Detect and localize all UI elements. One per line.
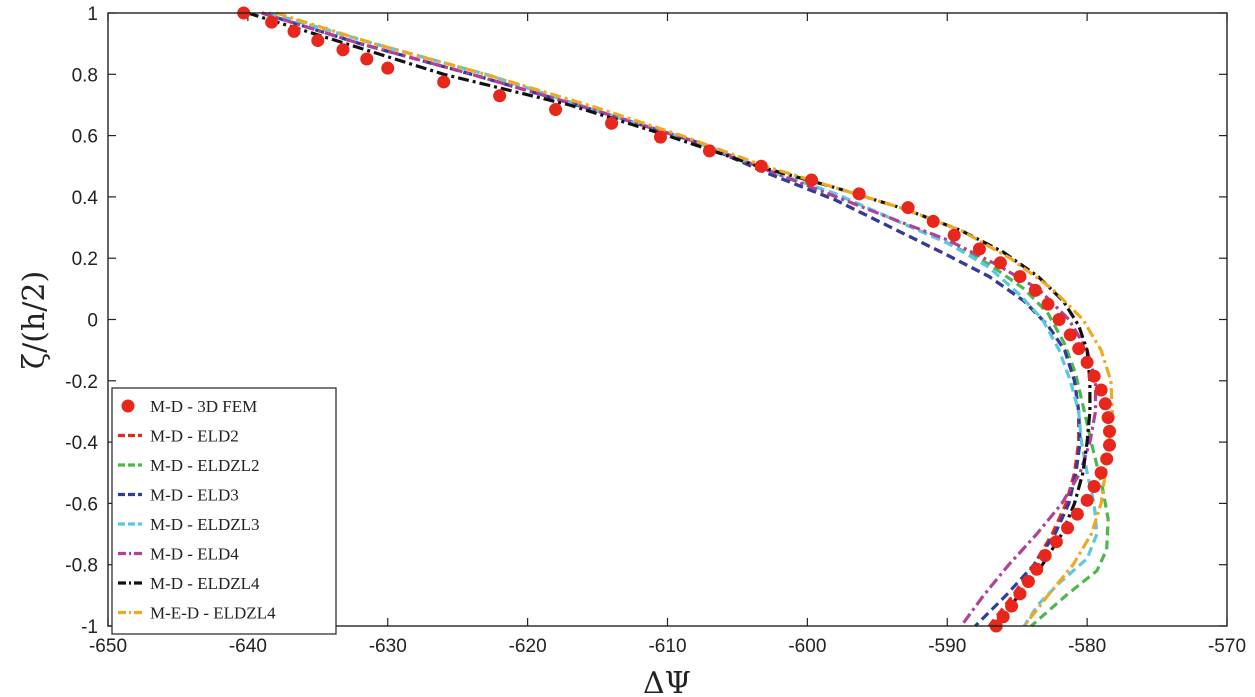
x-tick-label: -630 xyxy=(369,636,407,657)
x-axis-title: ΔΨ xyxy=(643,666,691,697)
x-tick-label: -610 xyxy=(648,636,686,657)
data-point xyxy=(311,34,325,48)
y-axis-title: ζ/(h/2) xyxy=(17,271,52,369)
data-point xyxy=(926,214,940,228)
data-point xyxy=(336,43,350,57)
data-point xyxy=(947,228,961,242)
data-point xyxy=(901,201,915,215)
series-m-d-3d-fem xyxy=(237,6,1117,633)
data-point xyxy=(1080,355,1094,369)
x-tick-label: -580 xyxy=(1068,636,1106,657)
data-point xyxy=(1072,342,1086,356)
legend: M-D - 3D FEM M-D - ELD2 M-D - ELDZL2 M-D - … xyxy=(111,387,337,635)
data-point xyxy=(1041,297,1055,311)
data-point xyxy=(1013,270,1027,284)
data-point xyxy=(1103,424,1117,438)
x-tick-label: -650 xyxy=(89,636,127,657)
data-point xyxy=(1030,562,1044,576)
data-point xyxy=(1005,599,1019,613)
y-tick-label: 0.8 xyxy=(72,65,98,86)
data-point xyxy=(702,144,716,158)
data-point xyxy=(972,242,986,256)
data-point xyxy=(287,24,301,38)
y-tick-label: 0 xyxy=(87,311,98,332)
y-tick-label: 1 xyxy=(87,4,98,25)
tick-labels: -650 -640 -630 -620 -610 -600 -590 -580 -570 1 0.8… xyxy=(65,4,1246,657)
data-point xyxy=(1070,507,1084,521)
data-point xyxy=(437,75,451,89)
data-point xyxy=(1013,587,1027,601)
data-point xyxy=(754,159,768,173)
data-point xyxy=(1061,521,1075,535)
data-point xyxy=(1094,466,1108,480)
data-point xyxy=(493,89,507,103)
x-tick-label: -640 xyxy=(229,636,267,657)
legend-label: M-D - ELD3 xyxy=(150,486,239,505)
data-point xyxy=(996,610,1010,624)
series-m-d-eld2-line xyxy=(261,11,1081,627)
legend-box xyxy=(111,387,337,635)
series-m-e-d-eldzl4-line xyxy=(275,11,1114,627)
y-tick-label: -1 xyxy=(81,617,98,638)
data-point xyxy=(360,52,374,66)
data-point xyxy=(381,61,395,75)
data-point xyxy=(265,15,279,29)
data-point xyxy=(1049,535,1063,549)
legend-label: M-E-D - ELDZL4 xyxy=(150,604,276,623)
data-point xyxy=(1038,549,1052,563)
data-point xyxy=(1028,283,1042,297)
legend-label: M-D - ELD2 xyxy=(150,427,239,446)
data-point xyxy=(1080,493,1094,507)
series-m-d-eld4-line xyxy=(261,11,1098,627)
y-tick-label: -0.6 xyxy=(65,494,98,515)
data-point xyxy=(1052,313,1066,326)
series-m-d-eldzl4-line xyxy=(247,11,1092,627)
series-m-d-eld3-line xyxy=(261,11,1082,628)
data-point xyxy=(1100,452,1114,466)
data-point xyxy=(1098,397,1112,411)
x-tick-label: -590 xyxy=(928,636,966,657)
x-tick-label: -600 xyxy=(788,636,826,657)
x-tick-label: -570 xyxy=(1208,636,1246,657)
data-point xyxy=(549,103,563,117)
data-point xyxy=(1103,438,1117,452)
data-point xyxy=(1087,369,1101,383)
legend-label: M-D - ELDZL3 xyxy=(150,515,260,534)
data-point xyxy=(1021,575,1035,589)
y-tick-label: 0.4 xyxy=(72,188,99,209)
series-layer xyxy=(237,6,1117,633)
legend-label: M-D - ELDZL2 xyxy=(150,456,260,475)
data-point xyxy=(1063,328,1077,342)
data-point xyxy=(1087,480,1101,494)
data-point xyxy=(852,187,866,201)
legend-marker xyxy=(121,399,135,413)
legend-label: M-D - 3D FEM xyxy=(150,397,257,416)
data-point xyxy=(805,173,819,187)
x-tick-label: -620 xyxy=(509,636,547,657)
y-tick-label: -0.8 xyxy=(65,556,98,577)
data-point xyxy=(993,256,1007,270)
y-tick-label: -0.4 xyxy=(65,433,98,454)
data-point xyxy=(605,116,619,130)
data-point xyxy=(1094,383,1108,397)
data-point xyxy=(654,130,668,144)
legend-label: M-D - ELD4 xyxy=(150,545,239,564)
data-point xyxy=(1101,411,1115,425)
y-tick-label: 0.6 xyxy=(72,127,98,148)
plot-frame xyxy=(107,12,1228,627)
y-tick-label: 0.2 xyxy=(72,249,98,270)
y-tick-label: -0.2 xyxy=(65,372,98,393)
legend-label: M-D - ELDZL4 xyxy=(150,574,260,593)
